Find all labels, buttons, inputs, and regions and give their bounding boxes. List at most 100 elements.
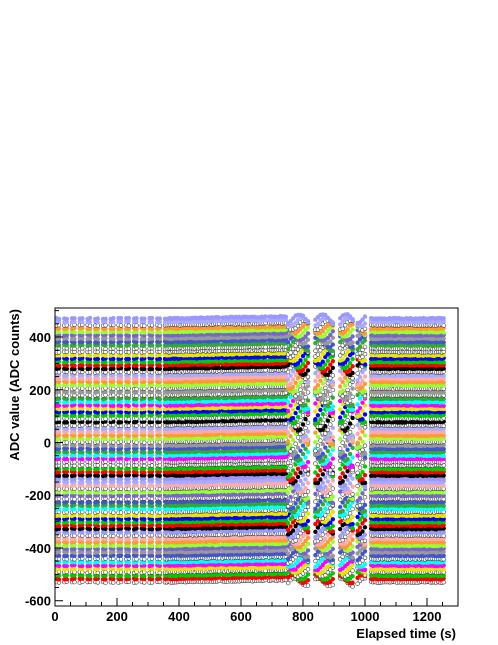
data-point bbox=[313, 552, 318, 558]
data-point bbox=[328, 513, 333, 518]
data-point bbox=[305, 548, 311, 553]
data-point bbox=[72, 546, 77, 552]
data-point bbox=[320, 569, 325, 574]
data-point bbox=[362, 525, 368, 530]
data-point bbox=[340, 508, 345, 514]
data-point bbox=[95, 516, 101, 522]
data-point bbox=[118, 510, 124, 515]
data-point bbox=[56, 513, 62, 518]
data-point bbox=[103, 517, 108, 522]
data-point bbox=[157, 500, 163, 505]
data-point bbox=[318, 499, 323, 504]
data-point bbox=[87, 493, 93, 499]
data-point bbox=[362, 532, 368, 537]
data-point bbox=[298, 537, 303, 543]
data-point bbox=[295, 512, 301, 517]
data-point bbox=[157, 530, 163, 535]
data-point bbox=[330, 517, 335, 522]
data-point bbox=[134, 557, 139, 562]
data-point bbox=[126, 553, 132, 559]
data-point bbox=[64, 527, 70, 532]
data-point bbox=[338, 497, 343, 502]
data-point bbox=[305, 583, 311, 588]
data-point bbox=[64, 577, 70, 582]
data-point bbox=[126, 536, 132, 542]
data-point bbox=[362, 508, 368, 514]
data-point bbox=[441, 533, 446, 539]
data-point bbox=[149, 510, 155, 515]
data-point bbox=[118, 553, 124, 558]
data-point bbox=[157, 570, 163, 575]
data-point bbox=[103, 533, 108, 539]
data-point bbox=[263, 538, 268, 543]
data-point bbox=[263, 501, 268, 506]
data-point bbox=[142, 557, 147, 562]
data-point bbox=[263, 575, 268, 580]
data-point bbox=[157, 543, 163, 549]
data-point bbox=[103, 543, 108, 548]
data-point bbox=[149, 536, 155, 542]
data-point bbox=[323, 506, 328, 511]
data-point bbox=[357, 525, 363, 530]
data-point bbox=[80, 513, 85, 519]
data-point bbox=[142, 507, 147, 512]
data-point bbox=[288, 486, 293, 491]
data-point bbox=[142, 499, 147, 505]
data-point bbox=[118, 533, 124, 539]
data-point bbox=[330, 478, 335, 483]
data-point bbox=[263, 552, 268, 557]
data-point bbox=[330, 523, 335, 529]
data-point bbox=[126, 530, 132, 535]
data-point bbox=[303, 508, 308, 513]
data-point bbox=[343, 534, 348, 539]
data-point bbox=[285, 520, 291, 526]
data-point bbox=[134, 547, 139, 552]
data-point bbox=[347, 511, 353, 516]
data-point bbox=[298, 508, 303, 513]
data-point bbox=[111, 517, 116, 522]
data-point bbox=[328, 491, 333, 496]
data-point bbox=[350, 537, 355, 542]
data-point bbox=[118, 557, 124, 562]
data-point bbox=[313, 529, 318, 534]
data-point bbox=[313, 506, 318, 511]
data-point bbox=[330, 509, 335, 514]
data-point bbox=[320, 510, 325, 515]
data-point bbox=[80, 500, 85, 505]
data-point bbox=[95, 553, 101, 559]
data-point bbox=[350, 584, 355, 589]
data-point bbox=[111, 497, 116, 502]
data-point bbox=[157, 560, 163, 565]
data-point bbox=[87, 573, 93, 579]
data-point bbox=[330, 576, 335, 582]
data-point bbox=[330, 571, 335, 576]
data-point bbox=[441, 503, 446, 508]
data-point bbox=[103, 500, 108, 505]
data-point bbox=[441, 530, 446, 535]
data-point bbox=[87, 480, 93, 485]
data-point bbox=[362, 562, 368, 567]
data-point bbox=[441, 483, 446, 488]
data-point bbox=[355, 521, 360, 527]
data-point bbox=[87, 553, 93, 559]
data-point bbox=[290, 528, 296, 533]
data-point bbox=[320, 516, 325, 521]
data-point bbox=[313, 558, 318, 564]
data-point bbox=[330, 582, 335, 588]
data-point bbox=[56, 500, 62, 505]
data-point bbox=[328, 549, 333, 555]
data-point bbox=[126, 573, 132, 579]
data-point bbox=[357, 495, 363, 501]
data-point bbox=[64, 553, 70, 559]
data-point bbox=[126, 516, 132, 522]
data-point bbox=[298, 515, 303, 521]
data-point bbox=[87, 513, 93, 518]
data-point bbox=[285, 490, 291, 496]
data-point bbox=[95, 580, 101, 585]
data-point bbox=[126, 547, 132, 552]
data-point bbox=[295, 497, 301, 502]
data-point bbox=[80, 559, 85, 565]
data-point bbox=[288, 494, 293, 500]
data-point bbox=[157, 576, 163, 581]
